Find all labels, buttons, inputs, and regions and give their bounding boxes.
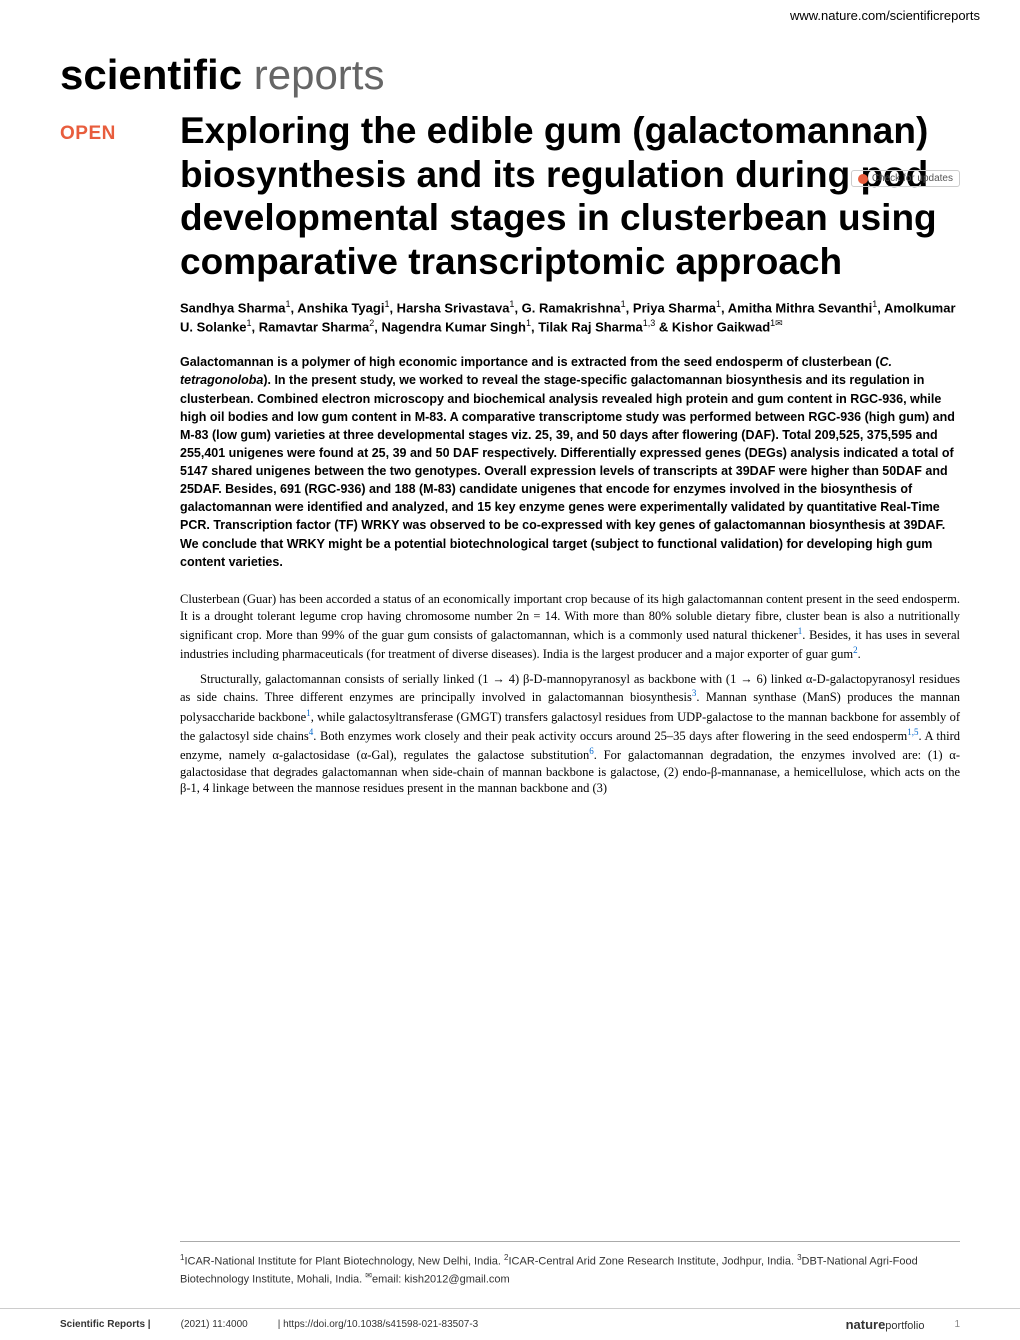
journal-logo: scientific reports — [0, 31, 1020, 109]
page-number: 1 — [954, 1319, 960, 1330]
main-content: OPEN Exploring the edible gum (galactoma… — [0, 109, 1020, 805]
check-updates-button[interactable]: Check for updates — [851, 170, 960, 187]
logo-light: reports — [242, 51, 384, 98]
footer-left: Scientific Reports | (2021) 11:4000 | ht… — [60, 1319, 478, 1330]
nature-portfolio-logo: natureportfolio — [846, 1317, 925, 1332]
affiliations: 1ICAR-National Institute for Plant Biote… — [180, 1241, 960, 1288]
ref-2[interactable]: 2 — [853, 645, 858, 655]
updates-dot-icon — [858, 174, 868, 184]
page-footer: Scientific Reports | (2021) 11:4000 | ht… — [0, 1308, 1020, 1340]
footer-right: natureportfolio 1 — [846, 1317, 960, 1332]
footer-journal: Scientific Reports | — [60, 1319, 151, 1330]
footer-doi: | https://doi.org/10.1038/s41598-021-835… — [278, 1319, 479, 1330]
body-paragraph-1: Clusterbean (Guar) has been accorded a s… — [180, 591, 960, 663]
website-header: www.nature.com/scientificreports — [0, 0, 1020, 31]
footer-citation: (2021) 11:4000 — [181, 1319, 248, 1330]
open-access-label: OPEN — [60, 123, 180, 145]
website-url: www.nature.com/scientificreports — [790, 8, 980, 23]
main-column: Exploring the edible gum (galactomannan)… — [180, 109, 960, 805]
logo-bold: scientific — [60, 51, 242, 98]
authors-list: Sandhya Sharma1, Anshika Tyagi1, Harsha … — [180, 298, 960, 338]
abstract: Galactomannan is a polymer of high econo… — [180, 353, 960, 571]
left-column: OPEN — [60, 109, 180, 805]
ref-15[interactable]: 1,5 — [907, 727, 918, 737]
article-title: Exploring the edible gum (galactomannan)… — [180, 109, 960, 284]
check-updates-label: Check for updates — [872, 173, 953, 184]
body-paragraph-2: Structurally, galactomannan consists of … — [180, 671, 960, 798]
